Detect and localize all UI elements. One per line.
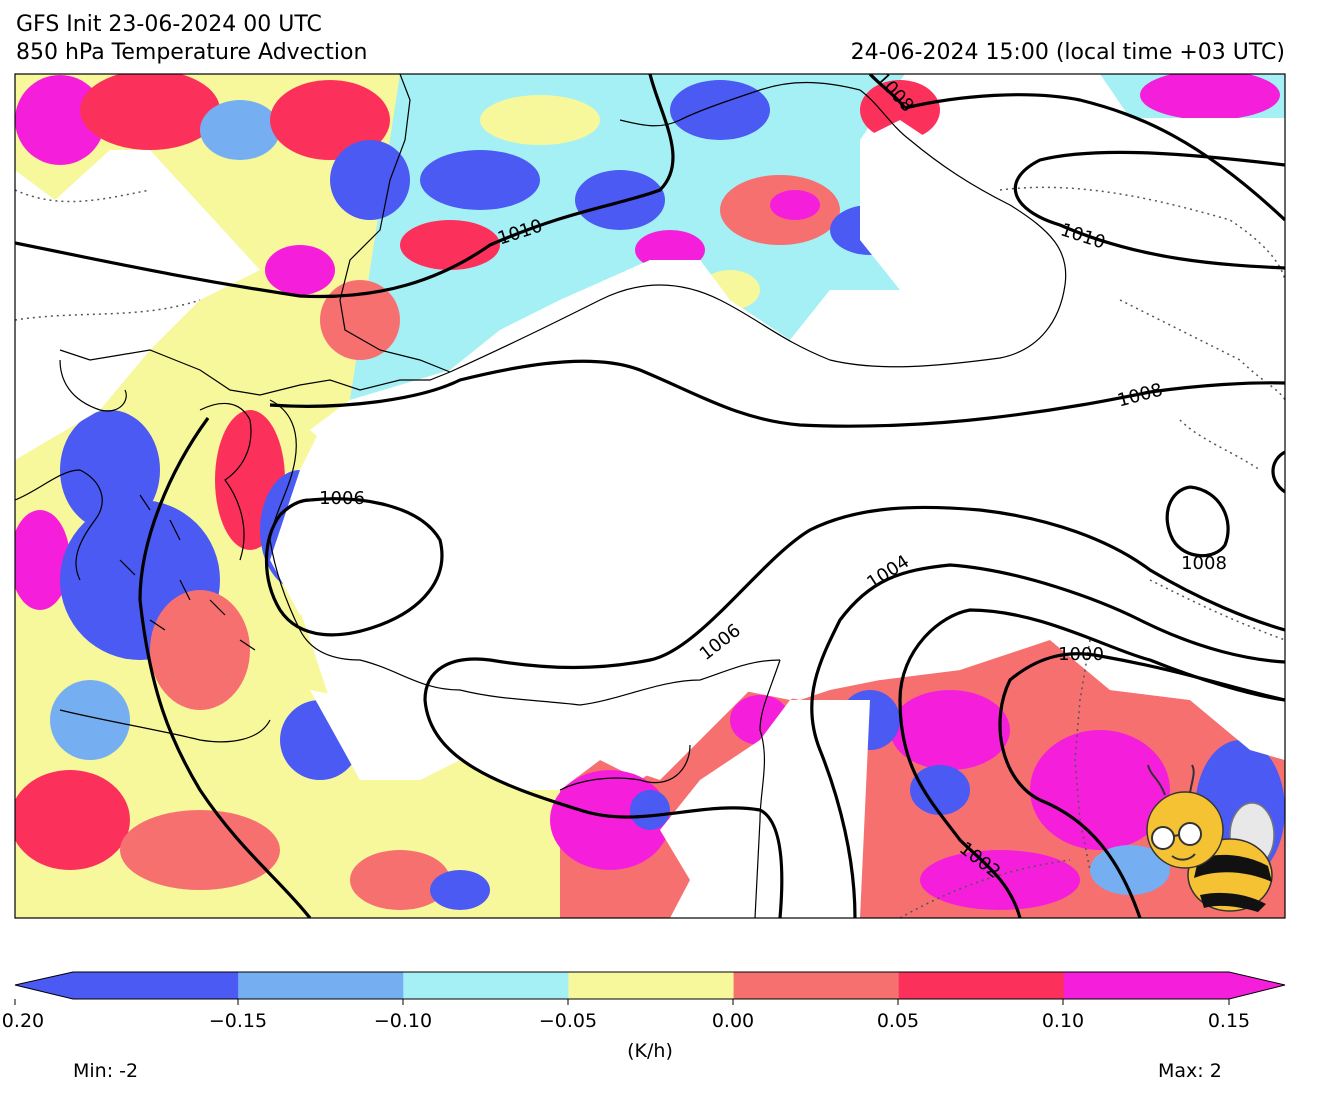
country-borders [15,186,1285,918]
isobar-1008-small [1165,485,1230,558]
min-value-label: Min: -2 [73,1060,139,1082]
colorbar-tick-label: −0.20 [0,1010,44,1032]
colorbar-tick-label: 0.05 [877,1010,919,1032]
colorbar-tick-label: 0.10 [1042,1010,1084,1032]
max-value-label: Max: 2 [1158,1060,1222,1082]
colorbar-tick-label: −0.10 [374,1010,432,1032]
isobar-1008-north [868,74,907,109]
isobar-1008-east-top [904,93,1285,222]
bee-mascot-logo [1146,764,1275,912]
isobar-label: 1008 [1181,553,1227,574]
isobar-1002 [898,608,1285,918]
colorbar-segment [403,972,569,999]
isobar-1008-central [269,359,1285,428]
colorbar-tick-label: −0.05 [539,1010,597,1032]
valid-time-title: 24-06-2024 15:00 (local time +03 UTC) [850,40,1285,65]
colorbar-units: (K/h) [627,1040,673,1062]
isobar-1006-west [138,417,312,918]
map-frame [14,73,1286,919]
isobar-1006-south [423,505,1285,918]
isobar-1010-west [15,74,675,299]
colorbar-segment [898,972,1065,999]
colorbar-segment [568,972,735,999]
colorbar-segment [733,972,900,999]
coastlines [15,74,1067,918]
isobar-1010-east [1013,150,1285,270]
isobar-1006-loop [265,497,444,637]
colorbar-segment [238,972,404,999]
isobar-1000 [998,652,1285,918]
field-title: 850 hPa Temperature Advection [16,40,368,65]
isobar-1008-edge [1271,450,1285,494]
isobar-label: 1000 [1058,644,1104,665]
colorbar-segment [1063,972,1230,999]
colorbar-extend-low [15,972,73,999]
isobar-label: 1006 [319,488,365,509]
colorbar-tick-label: −0.15 [209,1010,267,1032]
isobar-1004 [810,563,1285,918]
colorbar-extend-high [1229,972,1285,999]
colorbar-tick-label: 0.15 [1208,1010,1250,1032]
colorbar-segment [73,972,239,999]
isobars [15,74,1285,918]
colorbar: −0.20 −0.15 −0.10 −0.05 0.00 0.05 0.10 0.15 [0,971,1286,1032]
colorbar-tick-label: 0.00 [712,1010,754,1032]
model-init-title: GFS Init 23-06-2024 00 UTC [16,12,322,37]
